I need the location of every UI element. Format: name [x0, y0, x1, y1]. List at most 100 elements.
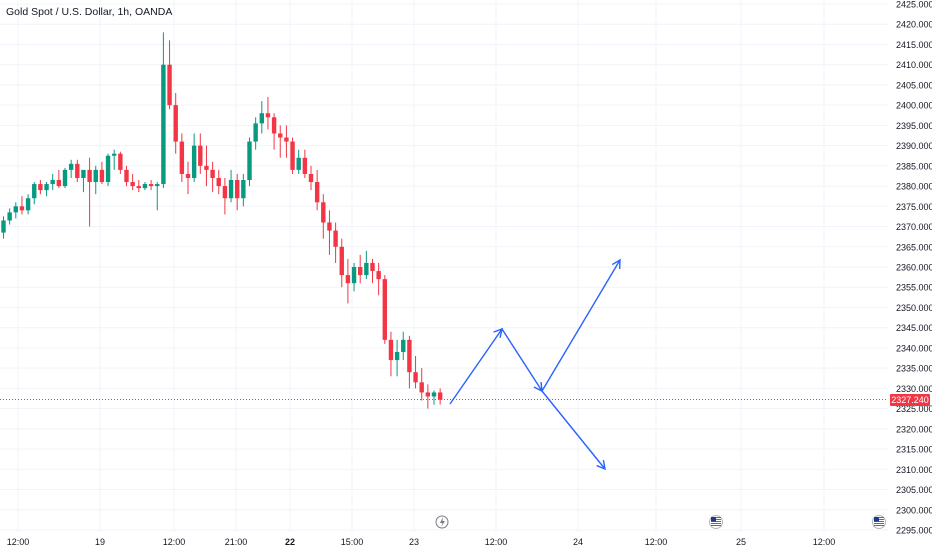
- candle-body: [388, 339, 394, 361]
- y-tick-label: 2425.000: [896, 0, 932, 10]
- candle-body: [333, 230, 338, 247]
- candle-body: [167, 64, 172, 106]
- candle-body: [81, 169, 86, 178]
- candle-body: [370, 262, 375, 272]
- x-tick-label: 25: [736, 537, 746, 547]
- y-tick-label: 2330.000: [896, 384, 932, 394]
- y-tick-label: 2340.000: [896, 343, 932, 353]
- candle-body: [62, 169, 68, 187]
- candle-body: [235, 180, 240, 199]
- us-flag-event-icon[interactable]: [872, 515, 886, 529]
- candle-body: [7, 212, 12, 221]
- y-tick-label: 2345.000: [896, 323, 932, 333]
- candle-body: [431, 392, 437, 397]
- x-tick-label: 22: [285, 537, 295, 547]
- candle-body: [259, 113, 264, 124]
- candle-body: [1, 220, 6, 233]
- arrow-head: [611, 258, 621, 270]
- y-tick-label: 2370.000: [896, 222, 932, 232]
- candle-body: [339, 246, 344, 276]
- candle-body: [265, 113, 271, 118]
- candle-body: [425, 392, 431, 397]
- x-tick-label: 12:00: [7, 537, 30, 547]
- candle-body: [296, 157, 301, 170]
- y-tick-label: 2410.000: [896, 60, 932, 70]
- candle-body: [13, 206, 18, 213]
- x-tick-label: 21:00: [225, 537, 248, 547]
- candle-body: [253, 123, 258, 142]
- candle-body: [321, 202, 326, 223]
- candle-body: [284, 137, 289, 142]
- grid-lines: [0, 0, 888, 532]
- candle-body: [99, 169, 105, 183]
- candle-body: [161, 64, 166, 185]
- candle-body: [105, 155, 111, 183]
- us-flag-event-icon[interactable]: [709, 515, 723, 529]
- candle-body: [271, 117, 277, 134]
- candle-body: [38, 184, 43, 191]
- candle-body: [241, 180, 246, 199]
- y-tick-label: 2315.000: [896, 445, 932, 455]
- projection-path: [449, 259, 621, 405]
- x-tick-label: 23: [409, 537, 419, 547]
- candle-body: [216, 177, 221, 187]
- y-tick-label: 2380.000: [896, 182, 932, 192]
- candle-body: [358, 267, 363, 276]
- y-tick-label: 2390.000: [896, 141, 932, 151]
- y-tick-label: 2385.000: [896, 161, 932, 171]
- candle-body: [87, 169, 92, 183]
- candle-body: [179, 141, 185, 174]
- candle-body: [401, 339, 406, 352]
- candle-body: [32, 184, 37, 199]
- candle-body: [50, 180, 55, 185]
- y-tick-label: 2395.000: [896, 121, 932, 131]
- candles: [1, 32, 443, 409]
- candle-body: [191, 145, 197, 178]
- x-tick-label: 19: [95, 537, 105, 547]
- projection-arrows: [449, 258, 621, 471]
- candle-body: [155, 184, 160, 187]
- y-axis: 2425.000 2420.000 2415.000 2410.000 2405.000…: [896, 0, 932, 536]
- candle-body: [394, 351, 400, 361]
- y-tick-label: 2310.000: [896, 465, 932, 475]
- candle-body: [247, 141, 252, 181]
- candle-body: [25, 198, 31, 211]
- candle-body: [308, 173, 314, 183]
- current-price-badge: 2327.240: [890, 393, 930, 406]
- candle-body: [419, 382, 424, 393]
- chart-title: Gold Spot / U.S. Dollar, 1h, OANDA: [6, 6, 173, 18]
- y-tick-label: 2350.000: [896, 303, 932, 313]
- arrow-head: [596, 460, 606, 471]
- candle-body: [302, 157, 308, 174]
- candle-body: [351, 267, 357, 284]
- y-tick-label: 2295.000: [896, 526, 932, 536]
- x-tick-label: 12:00: [485, 537, 508, 547]
- y-tick-label: 2300.000: [896, 505, 932, 515]
- y-tick-label: 2335.000: [896, 364, 932, 374]
- candle-body: [228, 180, 234, 199]
- y-tick-label: 2360.000: [896, 263, 932, 273]
- candle-body: [198, 145, 203, 166]
- candle-body: [382, 279, 387, 340]
- candle-body: [68, 163, 74, 170]
- x-tick-label: 12:00: [163, 537, 186, 547]
- x-tick-label: 12:00: [813, 537, 836, 547]
- x-axis: 12:00 19 12:00 21:00 22 15:00 23 12:00 24 12:00 25…: [7, 537, 836, 547]
- candle-body: [56, 180, 62, 187]
- candle-body: [437, 392, 443, 400]
- candle-body: [173, 105, 178, 142]
- candle-body: [118, 153, 123, 170]
- candle-body: [290, 141, 295, 170]
- y-tick-label: 2305.000: [896, 485, 932, 495]
- y-tick-label: 2415.000: [896, 40, 932, 50]
- candle-body: [376, 271, 381, 280]
- arrow-head: [493, 327, 503, 338]
- x-tick-label: 24: [573, 537, 583, 547]
- y-tick-label: 2365.000: [896, 242, 932, 252]
- candle-body: [93, 169, 98, 183]
- lightning-event-icon[interactable]: [435, 515, 449, 529]
- candle-body: [407, 339, 412, 373]
- candle-body: [413, 372, 418, 383]
